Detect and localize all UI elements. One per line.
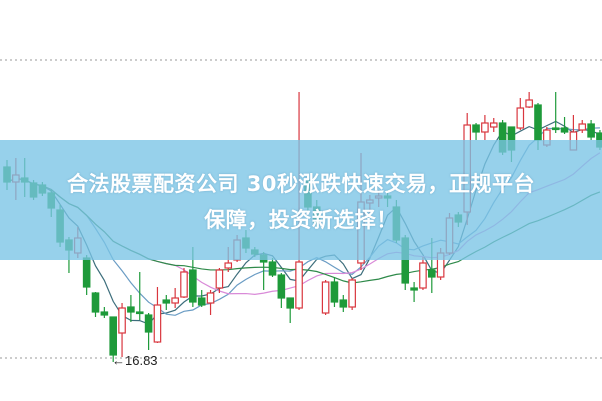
candle bbox=[348, 278, 356, 310]
candle bbox=[268, 258, 277, 277]
candle-body bbox=[277, 274, 286, 299]
candle bbox=[127, 295, 135, 322]
candle bbox=[277, 273, 286, 308]
candle-body bbox=[206, 292, 215, 304]
candle-body bbox=[516, 107, 525, 129]
candle bbox=[560, 117, 569, 134]
candle bbox=[118, 303, 126, 357]
candle-body bbox=[339, 299, 348, 308]
candle bbox=[91, 292, 100, 317]
candle bbox=[171, 288, 179, 308]
candle bbox=[489, 118, 498, 132]
candle-body bbox=[428, 269, 436, 278]
candle-body bbox=[100, 311, 109, 316]
candle-body bbox=[109, 316, 118, 356]
candle bbox=[162, 295, 171, 310]
candle-body bbox=[180, 271, 188, 298]
candle bbox=[578, 120, 587, 133]
promo-banner: 合法股票配资公司 30秒涨跌快速交易，正规平台 保障，投资新选择！ bbox=[0, 140, 602, 260]
candle bbox=[321, 280, 330, 315]
candle bbox=[153, 287, 162, 343]
candle bbox=[109, 316, 118, 362]
candle bbox=[135, 272, 144, 320]
candle bbox=[410, 282, 418, 302]
candle bbox=[144, 313, 153, 350]
candle-body bbox=[82, 257, 91, 288]
candle-body bbox=[578, 123, 587, 131]
candle-body bbox=[135, 311, 144, 315]
candle-body bbox=[481, 122, 489, 133]
candle-body bbox=[118, 307, 126, 334]
banner-line-2: 保障，投资新选择！ bbox=[204, 208, 398, 232]
candle bbox=[551, 92, 560, 133]
candle-body bbox=[551, 127, 560, 131]
candle-body bbox=[162, 299, 171, 304]
candle-body bbox=[286, 297, 295, 309]
candle bbox=[525, 92, 533, 108]
candle-body bbox=[153, 304, 162, 343]
candle bbox=[330, 277, 339, 307]
candle bbox=[206, 290, 215, 315]
candle bbox=[180, 268, 188, 298]
candle-body bbox=[410, 287, 418, 291]
candle-body bbox=[525, 99, 533, 108]
period-low-label: ←16.83 bbox=[112, 353, 158, 368]
candle-body bbox=[189, 269, 197, 303]
candle-body bbox=[215, 269, 224, 289]
candle bbox=[215, 268, 224, 293]
candle-body bbox=[171, 297, 179, 304]
candle-body bbox=[91, 292, 100, 313]
candle-body bbox=[419, 262, 427, 289]
candle-body bbox=[534, 104, 542, 141]
candle bbox=[481, 115, 489, 140]
candle-body bbox=[560, 127, 569, 133]
candle-body bbox=[321, 281, 330, 314]
candle-body bbox=[144, 314, 153, 333]
candle-body bbox=[268, 261, 277, 276]
candle-body bbox=[127, 306, 135, 313]
candle bbox=[339, 295, 348, 312]
candle bbox=[516, 98, 525, 130]
candle bbox=[587, 120, 595, 140]
candle bbox=[286, 297, 295, 323]
candle bbox=[197, 290, 206, 307]
candle-body bbox=[472, 124, 480, 133]
candle-body bbox=[587, 123, 595, 138]
candle-body bbox=[197, 297, 206, 306]
candle-body bbox=[489, 122, 498, 128]
candle bbox=[82, 255, 91, 295]
candle-body bbox=[295, 261, 303, 309]
candle-body bbox=[330, 281, 339, 303]
candle-body bbox=[224, 262, 233, 269]
banner-line-1: 合法股票配资公司 30秒涨跌快速交易，正规平台 bbox=[66, 172, 536, 196]
candle-body bbox=[348, 279, 356, 308]
candle bbox=[472, 123, 480, 140]
candle bbox=[100, 307, 109, 318]
candle bbox=[419, 257, 427, 290]
